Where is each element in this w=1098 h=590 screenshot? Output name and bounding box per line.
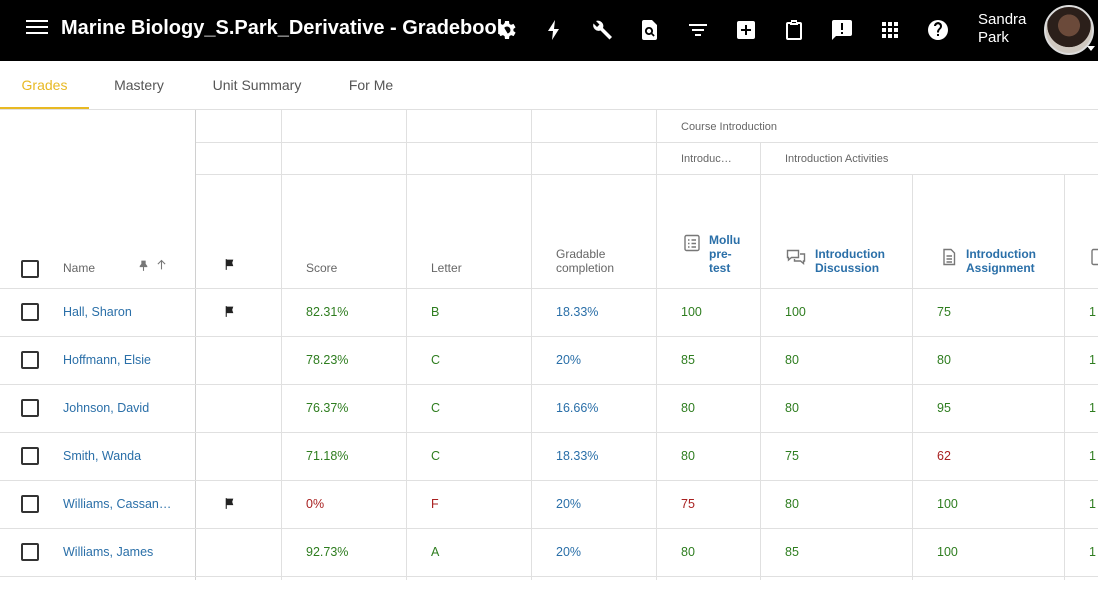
tab-for-me[interactable]: For Me <box>348 77 394 93</box>
grade-cell-mollu-pretest[interactable]: 75 <box>681 497 695 511</box>
grade-cell-partial[interactable]: 1 <box>1089 401 1096 415</box>
tab-bar: Grades Mastery Unit Summary For Me <box>0 61 1098 110</box>
feedback-icon[interactable] <box>829 17 855 43</box>
grade-cell-mollu-pretest[interactable]: 80 <box>681 449 695 463</box>
avatar[interactable] <box>1044 5 1094 55</box>
student-name-link[interactable]: Hall, Sharon <box>63 305 132 319</box>
tab-unit-summary[interactable]: Unit Summary <box>212 77 302 93</box>
score-cell[interactable]: 82.31% <box>306 305 349 319</box>
group-course-introduction: Course Introduction <box>681 121 777 133</box>
student-name-link[interactable]: Williams, James <box>63 545 154 559</box>
gear-icon[interactable] <box>493 17 519 43</box>
row-checkbox[interactable] <box>21 399 39 417</box>
completion-cell[interactable]: 20% <box>556 497 582 511</box>
grade-cell-introduction-assignment[interactable]: 100 <box>937 545 958 559</box>
row-checkbox[interactable] <box>21 351 39 369</box>
grade-cell-introduction-discussion[interactable]: 100 <box>785 305 806 319</box>
column-header-name[interactable]: Name <box>63 261 96 275</box>
completion-cell[interactable]: 20% <box>556 545 582 559</box>
assignment-header-introduction-discussion[interactable]: Introduction Discussion <box>785 247 910 275</box>
help-icon[interactable] <box>925 17 951 43</box>
student-name-link[interactable]: Williams, Cassan… <box>63 497 172 511</box>
user-name[interactable]: Sandra Park <box>978 11 1027 46</box>
letter-cell[interactable]: F <box>431 497 439 511</box>
grade-cell-mollu-pretest[interactable]: 80 <box>681 401 695 415</box>
partial-assignment-icon <box>1090 248 1098 271</box>
filter-icon[interactable] <box>685 17 711 43</box>
row-checkbox[interactable] <box>21 543 39 561</box>
gradebook-grid: Course Introduction Introduc… Introducti… <box>0 110 1098 580</box>
assignment-icon <box>943 248 956 266</box>
score-cell[interactable]: 78.23% <box>306 353 349 367</box>
chevron-down-icon[interactable] <box>1087 46 1095 51</box>
grade-cell-partial[interactable]: 1 <box>1089 449 1096 463</box>
apps-grid-icon[interactable] <box>877 17 903 43</box>
select-all-checkbox[interactable] <box>21 260 39 278</box>
student-name-link[interactable]: Johnson, David <box>63 401 150 415</box>
grade-cell-mollu-pretest[interactable]: 80 <box>681 545 695 559</box>
grade-cell-introduction-assignment[interactable]: 95 <box>937 401 951 415</box>
assignment-header-introduction-assignment[interactable]: Introduction Assignment <box>940 247 1062 275</box>
score-cell[interactable]: 92.73% <box>306 545 349 559</box>
column-header-completion[interactable]: Gradable completion <box>556 247 615 275</box>
row-checkbox[interactable] <box>21 447 39 465</box>
flag-column-icon[interactable] <box>223 258 236 276</box>
grade-cell-introduction-discussion[interactable]: 80 <box>785 401 799 415</box>
hamburger-menu-icon[interactable] <box>26 20 48 40</box>
letter-cell[interactable]: B <box>431 305 440 319</box>
tab-mastery[interactable]: Mastery <box>114 77 164 93</box>
grade-cell-introduction-discussion[interactable]: 80 <box>785 353 799 367</box>
grade-cell-introduction-discussion[interactable]: 85 <box>785 545 799 559</box>
score-cell[interactable]: 76.37% <box>306 401 349 415</box>
grade-cell-partial[interactable]: 1 <box>1089 305 1096 319</box>
wrench-icon[interactable] <box>589 17 615 43</box>
letter-cell[interactable]: C <box>431 401 441 415</box>
column-header-letter[interactable]: Letter <box>431 261 462 275</box>
grade-cell-partial[interactable]: 1 <box>1089 353 1096 367</box>
pin-icon[interactable] <box>137 258 150 278</box>
completion-cell[interactable]: 18.33% <box>556 449 599 463</box>
grade-cell-introduction-assignment[interactable]: 75 <box>937 305 951 319</box>
letter-cell[interactable]: A <box>431 545 440 559</box>
grade-cell-introduction-assignment[interactable]: 100 <box>937 497 958 511</box>
add-box-icon[interactable] <box>733 17 759 43</box>
row-checkbox[interactable] <box>21 303 39 321</box>
row-checkbox[interactable] <box>21 495 39 513</box>
flag-icon[interactable] <box>223 305 236 323</box>
clipboard-icon[interactable] <box>781 17 807 43</box>
completion-cell[interactable]: 20% <box>556 353 582 367</box>
page-title: Marine Biology_S.Park_Derivative - Grade… <box>61 17 508 39</box>
grade-cell-mollu-pretest[interactable]: 100 <box>681 305 702 319</box>
student-name-link[interactable]: Hoffmann, Elsie <box>63 353 152 367</box>
group-introduction-activities: Introduction Activities <box>785 153 889 165</box>
grade-cell-introduction-assignment[interactable]: 80 <box>937 353 951 367</box>
grade-cell-partial[interactable]: 1 <box>1089 497 1096 511</box>
lightning-icon[interactable] <box>541 17 567 43</box>
score-cell[interactable]: 0% <box>306 497 325 511</box>
flag-icon[interactable] <box>223 497 236 515</box>
completion-cell[interactable]: 16.66% <box>556 401 599 415</box>
grade-cell-partial[interactable]: 1 <box>1089 545 1096 559</box>
grade-cell-introduction-discussion[interactable]: 75 <box>785 449 799 463</box>
grade-cell-mollu-pretest[interactable]: 85 <box>681 353 695 367</box>
assignment-header-mollu-pretest[interactable]: Mollu pre- test <box>683 233 755 275</box>
column-header-score[interactable]: Score <box>306 261 338 275</box>
checklist-icon <box>684 234 700 252</box>
grade-cell-introduction-assignment[interactable]: 62 <box>937 449 951 463</box>
top-bar: Marine Biology_S.Park_Derivative - Grade… <box>0 0 1098 61</box>
completion-cell[interactable]: 18.33% <box>556 305 599 319</box>
student-name-link[interactable]: Smith, Wanda <box>63 449 142 463</box>
search-document-icon[interactable] <box>637 17 663 43</box>
grade-cell-introduction-discussion[interactable]: 80 <box>785 497 799 511</box>
letter-cell[interactable]: C <box>431 449 441 463</box>
score-cell[interactable]: 71.18% <box>306 449 349 463</box>
group-introduction-short: Introduc… <box>681 153 732 165</box>
sort-ascending-icon[interactable] <box>155 257 168 277</box>
discussion-icon <box>786 249 806 265</box>
tab-grades[interactable]: Grades <box>0 61 89 109</box>
letter-cell[interactable]: C <box>431 353 441 367</box>
